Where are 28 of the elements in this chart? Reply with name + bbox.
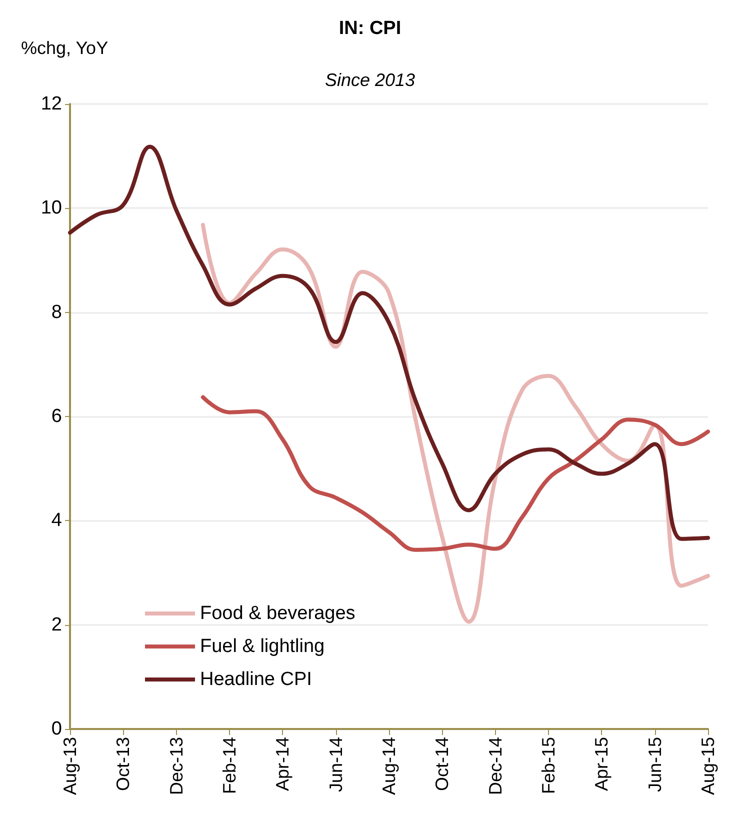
x-tick-label: Feb-15 bbox=[538, 737, 558, 794]
x-tick-label: Apr-14 bbox=[272, 737, 293, 792]
y-tick-label: 2 bbox=[51, 614, 62, 636]
x-tick-label: Aug-13 bbox=[60, 737, 80, 796]
x-tick-label: Oct-14 bbox=[432, 737, 452, 792]
y-tick-label: 10 bbox=[40, 198, 62, 219]
legend-label: Headline CPI bbox=[200, 669, 312, 690]
line-series bbox=[200, 395, 710, 552]
x-tick-label: Oct-13 bbox=[113, 737, 134, 792]
x-tick-label: Aug-14 bbox=[379, 737, 399, 796]
chart-subtitle: Since 2013 bbox=[324, 70, 416, 90]
x-tick-label: Jun-14 bbox=[326, 737, 346, 792]
x-tick-label: Aug-15 bbox=[698, 737, 718, 796]
legend-label: Fuel & lightling bbox=[200, 636, 325, 657]
x-tick-label: Dec-14 bbox=[485, 737, 506, 796]
x-tick-label: Feb-14 bbox=[220, 737, 240, 794]
x-tick-label: Jun-15 bbox=[644, 737, 665, 792]
x-tick-label: Dec-13 bbox=[166, 737, 186, 796]
y-tick-label: 8 bbox=[51, 302, 62, 323]
legend-label: Food & beverages bbox=[200, 603, 356, 624]
y-tick-label: 12 bbox=[40, 94, 62, 114]
line-series bbox=[68, 144, 710, 541]
y-axis-title: %chg, YoY bbox=[21, 38, 108, 58]
y-tick-label: 6 bbox=[51, 406, 62, 427]
y-tick-label: 0 bbox=[51, 718, 62, 740]
x-tick-label: Apr-15 bbox=[592, 737, 612, 792]
y-tick-label: 4 bbox=[51, 510, 62, 532]
chart-title: IN: CPI bbox=[338, 18, 402, 39]
